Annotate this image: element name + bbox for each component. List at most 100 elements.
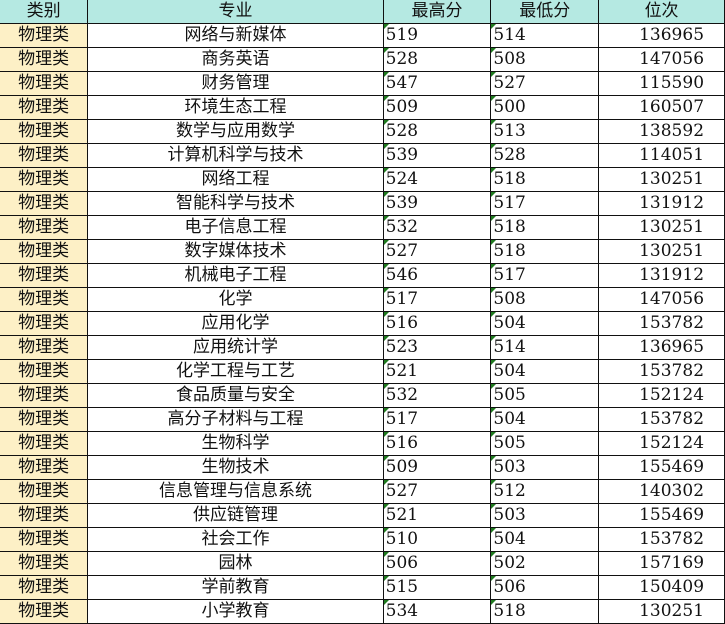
rank-cell[interactable]: 153782 (598, 407, 725, 432)
rank-cell[interactable]: 147056 (598, 47, 725, 72)
max-score-cell[interactable]: 524 (382, 167, 492, 192)
min-score-cell[interactable]: 503 (490, 455, 600, 480)
rank-cell[interactable]: 150409 (598, 575, 725, 600)
min-score-cell[interactable]: 518 (490, 167, 600, 192)
max-score-cell[interactable]: 532 (382, 383, 492, 408)
max-score-cell[interactable]: 521 (382, 359, 492, 384)
rank-cell[interactable]: 155469 (598, 455, 725, 480)
major-cell[interactable]: 食品质量与安全 (87, 383, 384, 408)
major-cell[interactable]: 环境生态工程 (87, 95, 384, 120)
category-cell[interactable]: 物理类 (0, 95, 89, 120)
major-cell[interactable]: 数字媒体技术 (87, 239, 384, 264)
major-cell[interactable]: 信息管理与信息系统 (87, 479, 384, 504)
category-cell[interactable]: 物理类 (0, 575, 89, 600)
major-cell[interactable]: 商务英语 (87, 47, 384, 72)
min-score-cell[interactable]: 527 (490, 71, 600, 96)
rank-cell[interactable]: 138592 (598, 119, 725, 144)
category-cell[interactable]: 物理类 (0, 311, 89, 336)
min-score-cell[interactable]: 518 (490, 215, 600, 240)
min-score-cell[interactable]: 512 (490, 479, 600, 504)
max-score-cell[interactable]: 539 (382, 143, 492, 168)
max-score-cell[interactable]: 516 (382, 431, 492, 456)
major-cell[interactable]: 智能科学与技术 (87, 191, 384, 216)
major-cell[interactable]: 化学 (87, 287, 384, 312)
max-score-cell[interactable]: 527 (382, 479, 492, 504)
major-cell[interactable]: 化学工程与工艺 (87, 359, 384, 384)
max-score-cell[interactable]: 516 (382, 311, 492, 336)
major-cell[interactable]: 小学教育 (87, 599, 384, 624)
category-cell[interactable]: 物理类 (0, 143, 89, 168)
rank-cell[interactable]: 115590 (598, 71, 725, 96)
min-score-cell[interactable]: 502 (490, 551, 600, 576)
max-score-cell[interactable]: 517 (382, 407, 492, 432)
rank-cell[interactable]: 152124 (598, 383, 725, 408)
rank-cell[interactable]: 152124 (598, 431, 725, 456)
major-cell[interactable]: 电子信息工程 (87, 215, 384, 240)
rank-cell[interactable]: 130251 (598, 167, 725, 192)
rank-cell[interactable]: 153782 (598, 359, 725, 384)
min-score-cell[interactable]: 506 (490, 575, 600, 600)
min-score-cell[interactable]: 517 (490, 191, 600, 216)
rank-cell[interactable]: 153782 (598, 311, 725, 336)
major-cell[interactable]: 机械电子工程 (87, 263, 384, 288)
category-cell[interactable]: 物理类 (0, 527, 89, 552)
major-cell[interactable]: 计算机科学与技术 (87, 143, 384, 168)
major-cell[interactable]: 供应链管理 (87, 503, 384, 528)
major-cell[interactable]: 学前教育 (87, 575, 384, 600)
category-cell[interactable]: 物理类 (0, 335, 89, 360)
category-cell[interactable]: 物理类 (0, 455, 89, 480)
min-score-cell[interactable]: 528 (490, 143, 600, 168)
header-min-score[interactable]: 最低分 (490, 0, 600, 24)
max-score-cell[interactable]: 509 (382, 455, 492, 480)
rank-cell[interactable]: 155469 (598, 503, 725, 528)
rank-cell[interactable]: 131912 (598, 191, 725, 216)
major-cell[interactable]: 应用化学 (87, 311, 384, 336)
max-score-cell[interactable]: 523 (382, 335, 492, 360)
major-cell[interactable]: 生物科学 (87, 431, 384, 456)
category-cell[interactable]: 物理类 (0, 551, 89, 576)
category-cell[interactable]: 物理类 (0, 71, 89, 96)
major-cell[interactable]: 数学与应用数学 (87, 119, 384, 144)
header-category[interactable]: 类别 (0, 0, 89, 24)
category-cell[interactable]: 物理类 (0, 215, 89, 240)
category-cell[interactable]: 物理类 (0, 47, 89, 72)
category-cell[interactable]: 物理类 (0, 431, 89, 456)
category-cell[interactable]: 物理类 (0, 287, 89, 312)
max-score-cell[interactable]: 521 (382, 503, 492, 528)
min-score-cell[interactable]: 505 (490, 431, 600, 456)
min-score-cell[interactable]: 517 (490, 263, 600, 288)
max-score-cell[interactable]: 509 (382, 95, 492, 120)
max-score-cell[interactable]: 527 (382, 239, 492, 264)
major-cell[interactable]: 生物技术 (87, 455, 384, 480)
min-score-cell[interactable]: 504 (490, 359, 600, 384)
max-score-cell[interactable]: 528 (382, 119, 492, 144)
min-score-cell[interactable]: 518 (490, 239, 600, 264)
min-score-cell[interactable]: 514 (490, 335, 600, 360)
major-cell[interactable]: 网络与新媒体 (87, 23, 384, 48)
header-rank[interactable]: 位次 (598, 0, 725, 24)
rank-cell[interactable]: 160507 (598, 95, 725, 120)
min-score-cell[interactable]: 513 (490, 119, 600, 144)
min-score-cell[interactable]: 504 (490, 527, 600, 552)
category-cell[interactable]: 物理类 (0, 407, 89, 432)
header-max-score[interactable]: 最高分 (382, 0, 492, 24)
max-score-cell[interactable]: 515 (382, 575, 492, 600)
category-cell[interactable]: 物理类 (0, 263, 89, 288)
max-score-cell[interactable]: 517 (382, 287, 492, 312)
category-cell[interactable]: 物理类 (0, 599, 89, 624)
min-score-cell[interactable]: 504 (490, 407, 600, 432)
rank-cell[interactable]: 147056 (598, 287, 725, 312)
min-score-cell[interactable]: 503 (490, 503, 600, 528)
min-score-cell[interactable]: 508 (490, 287, 600, 312)
min-score-cell[interactable]: 514 (490, 23, 600, 48)
rank-cell[interactable]: 114051 (598, 143, 725, 168)
max-score-cell[interactable]: 506 (382, 551, 492, 576)
major-cell[interactable]: 财务管理 (87, 71, 384, 96)
max-score-cell[interactable]: 539 (382, 191, 492, 216)
major-cell[interactable]: 应用统计学 (87, 335, 384, 360)
min-score-cell[interactable]: 500 (490, 95, 600, 120)
rank-cell[interactable]: 140302 (598, 479, 725, 504)
category-cell[interactable]: 物理类 (0, 119, 89, 144)
rank-cell[interactable]: 157169 (598, 551, 725, 576)
header-major[interactable]: 专业 (87, 0, 384, 24)
